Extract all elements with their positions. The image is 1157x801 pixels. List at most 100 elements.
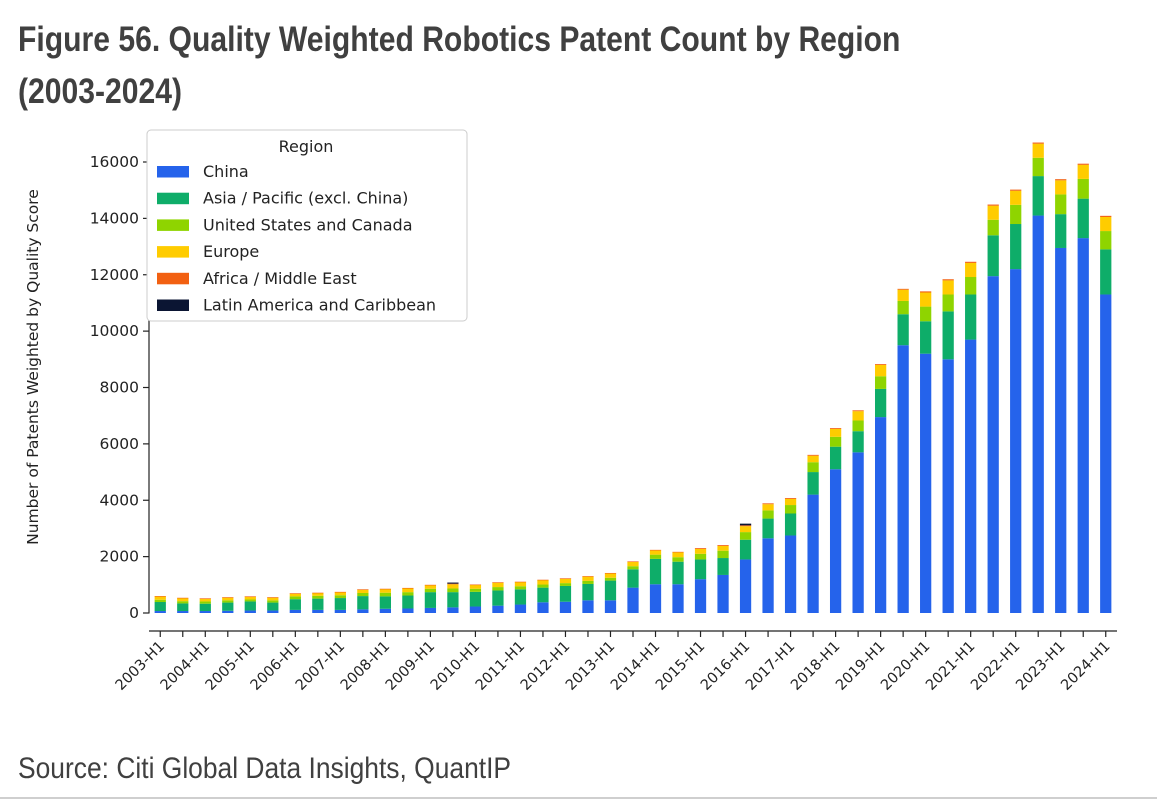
bar-segment-china (649, 584, 662, 613)
bar-segment-africa-middle-east (672, 551, 684, 553)
bar-segment-china (177, 611, 189, 613)
x-axis: 2003-H12004-H12005-H12006-H12007-H12008-… (113, 630, 1117, 694)
bar-segment-asia-pacific-excl-china (312, 598, 324, 610)
bar-segment-china (447, 607, 459, 613)
bar-segment-latin-america-and-caribbean (739, 523, 752, 526)
bar-segment-united-states-and-canada (402, 592, 414, 596)
bar-segment-asia-pacific-excl-china (492, 590, 504, 606)
bar-segment-asia-pacific-excl-china (334, 598, 346, 610)
bar-segment-europe (717, 545, 729, 551)
bar-segment-united-states-and-canada (244, 599, 256, 602)
bar-segment-africa-middle-east (987, 204, 999, 206)
y-tick-label: 8000 (100, 379, 139, 397)
y-tick-label: 2000 (100, 548, 139, 566)
bar-segment-europe (199, 598, 211, 602)
bar-segment-united-states-and-canada (312, 595, 324, 599)
bar-segment-united-states-and-canada (1055, 194, 1067, 215)
bar-segment-europe (537, 580, 549, 585)
bar-segment-united-states-and-canada (289, 596, 301, 600)
bar-segment-china (289, 609, 301, 613)
bar-segment-united-states-and-canada (987, 219, 999, 236)
bar-segment-united-states-and-canada (649, 554, 662, 559)
bar-segment-china (267, 610, 279, 613)
bar-segment-africa-middle-east (1055, 179, 1067, 181)
bar-segment-africa-middle-east (829, 428, 842, 429)
bar-segment-united-states-and-canada (920, 306, 932, 322)
bar-segment-china (1077, 238, 1089, 613)
bar-segment-asia-pacific-excl-china (424, 592, 437, 608)
bar-segment-africa-middle-east (267, 597, 279, 598)
bar-segment-africa-middle-east (897, 288, 909, 290)
bar-segment-united-states-and-canada (469, 588, 482, 592)
bar-segment-china (829, 469, 842, 613)
bar-segment-europe (514, 581, 527, 587)
bar-segment-united-states-and-canada (852, 420, 864, 432)
bar-segment-asia-pacific-excl-china (1100, 249, 1112, 295)
bar-segment-china (312, 609, 324, 613)
stacked-bar-chart: 0 2000 4000 6000 8000 10000 12000 14000 16000 20… (24, 129, 1117, 694)
bar-segment-asia-pacific-excl-china (1010, 224, 1022, 270)
bar-segment-china (582, 600, 594, 613)
bar-segment-africa-middle-east (492, 582, 504, 583)
bar-segment-china (1100, 294, 1112, 613)
legend: Region China Asia / Pacific (excl. China)… (146, 129, 468, 322)
figure-title: Figure 56. Quality Weighted Robotics Pat… (18, 20, 901, 111)
bar-segment-united-states-and-canada (1100, 231, 1112, 250)
bar-segment-europe (312, 592, 324, 596)
bar-segment-africa-middle-east (965, 261, 977, 263)
bar-segment-asia-pacific-excl-china (784, 513, 797, 536)
bar-segment-asia-pacific-excl-china (987, 235, 999, 277)
bar-segment-united-states-and-canada (897, 300, 909, 315)
bar-segment-africa-middle-east (942, 279, 954, 281)
bar-segment-china (672, 584, 684, 613)
bar-segment-europe (694, 549, 707, 554)
figure-source: Source: Citi Global Data Insights, Quant… (18, 752, 512, 785)
bar-segment-asia-pacific-excl-china (222, 602, 234, 611)
bar-segment-asia-pacific-excl-china (920, 321, 932, 354)
bar-segment-china (357, 609, 369, 613)
bar-segment-china (875, 417, 887, 613)
legend-title: Region (279, 137, 334, 156)
bar-segment-united-states-and-canada (829, 436, 842, 447)
bar-segment-africa-middle-east (334, 591, 346, 593)
legend-label: China (203, 162, 249, 181)
bar-segment-china (379, 608, 391, 613)
bar-segment-europe (829, 428, 842, 437)
bar-segment-europe (1010, 190, 1022, 205)
bar-segment-africa-middle-east (424, 584, 437, 586)
bar-segment-asia-pacific-excl-china (672, 561, 684, 585)
legend-label: Latin America and Caribbean (203, 296, 436, 315)
bar-segment-europe (424, 585, 437, 589)
bar-segment-africa-middle-east (469, 584, 482, 586)
bar-segment-europe (920, 292, 932, 307)
bar-segment-united-states-and-canada (424, 588, 437, 593)
bar-segment-europe (222, 597, 234, 601)
y-axis: 0 2000 4000 6000 8000 10000 12000 14000 16000 (90, 147, 150, 622)
bar-segment-united-states-and-canada (154, 599, 166, 603)
bar-segment-asia-pacific-excl-china (829, 446, 842, 470)
bar-segment-asia-pacific-excl-china (514, 589, 527, 605)
bar-segment-asia-pacific-excl-china (154, 602, 166, 612)
bar-segment-africa-middle-east (784, 497, 797, 499)
legend-swatch (157, 272, 189, 285)
bar-segment-china (199, 611, 211, 613)
bar-segment-africa-middle-east (762, 503, 774, 505)
bar-segment-united-states-and-canada (334, 595, 346, 599)
bar-segment-asia-pacific-excl-china (717, 558, 729, 575)
bar-segment-africa-middle-east (627, 561, 639, 563)
bar-segment-europe (1032, 143, 1044, 158)
bar-segment-africa-middle-east (739, 525, 752, 527)
bar-segment-united-states-and-canada (739, 532, 752, 540)
bars (154, 142, 1112, 614)
bar-segment-asia-pacific-excl-china (604, 580, 617, 601)
bar-segment-africa-middle-east (807, 454, 819, 456)
bar-segment-asia-pacific-excl-china (852, 431, 864, 453)
bar-segment-united-states-and-canada (199, 601, 211, 604)
bar-segment-united-states-and-canada (559, 583, 572, 586)
bar-segment-europe (447, 584, 459, 589)
bar-segment-europe (762, 504, 774, 511)
bar-segment-asia-pacific-excl-china (582, 583, 594, 601)
bar-segment-united-states-and-canada (582, 580, 594, 584)
bar-segment-europe (177, 598, 189, 602)
bar-segment-africa-middle-east (875, 364, 887, 365)
